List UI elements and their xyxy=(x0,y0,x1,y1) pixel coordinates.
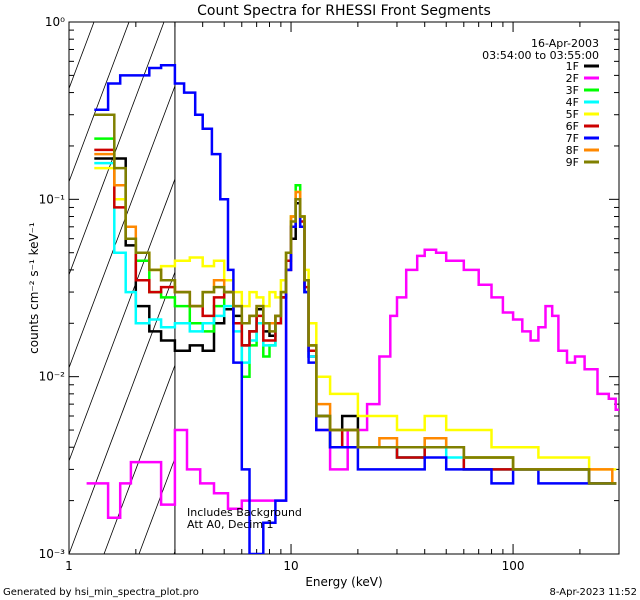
axis-ticks: 1 10 100 10⁻³ 10⁻² 10⁻¹ 10⁰ xyxy=(39,15,620,573)
hatch-line xyxy=(244,22,444,554)
hatch-line xyxy=(314,22,514,554)
legend-label-4F: 4F xyxy=(566,96,579,109)
x-tick-label: 10 xyxy=(283,559,298,573)
y-tick-label: 10⁻² xyxy=(39,370,66,384)
footer-generator: Generated by hsi_min_spectra_plot.pro xyxy=(3,587,199,598)
series-layer xyxy=(86,64,619,554)
hatch-line xyxy=(69,84,175,369)
series-4F xyxy=(94,161,617,485)
hatch-line xyxy=(629,22,640,554)
legend-label-7F: 7F xyxy=(566,132,579,145)
series-6F xyxy=(94,148,617,485)
date-label: 16-Apr-2003 xyxy=(531,37,599,50)
legend-label-5F: 5F xyxy=(566,108,579,121)
series-2F xyxy=(86,198,619,520)
legend-label-3F: 3F xyxy=(566,84,579,97)
series-8F xyxy=(94,152,617,485)
y-tick-label: 10⁰ xyxy=(45,15,65,29)
series-1F xyxy=(94,157,617,485)
hatch-line xyxy=(524,22,640,554)
hatch-line xyxy=(0,22,24,554)
hatch-line xyxy=(173,550,175,554)
y-axis-label: counts cm⁻² s⁻¹ keV⁻¹ xyxy=(27,222,41,354)
legend-label-2F: 2F xyxy=(566,72,579,85)
background-annotation: Includes Background xyxy=(187,506,302,519)
hatch-line xyxy=(349,22,549,554)
footer-timestamp: 8-Apr-2023 11:52 xyxy=(549,587,637,598)
y-tick-label: 10⁻¹ xyxy=(39,192,66,206)
time-range-label: 03:54:00 to 03:55:00 xyxy=(482,49,599,62)
hatch-line xyxy=(138,457,175,554)
hatch-line xyxy=(69,22,130,183)
legend-label-9F: 9F xyxy=(566,156,579,169)
hatch-line xyxy=(69,22,165,276)
series-3F xyxy=(94,137,617,485)
chart-title: Count Spectra for RHESSI Front Segments xyxy=(197,3,491,19)
hatch-line xyxy=(69,22,95,90)
hatch-line xyxy=(594,22,640,554)
x-tick-label: 100 xyxy=(502,559,525,573)
attenuator-annotation: Att A0, Decim 1 xyxy=(187,518,274,531)
series-5F xyxy=(94,166,617,471)
x-tick-label: 1 xyxy=(65,559,73,573)
x-axis-label: Energy (keV) xyxy=(305,575,382,589)
series-7F xyxy=(94,64,617,554)
hatch-line xyxy=(103,364,175,554)
attenuator-hatch xyxy=(0,22,640,554)
legend-label-6F: 6F xyxy=(566,120,579,133)
legend-label-8F: 8F xyxy=(566,144,579,157)
hatch-line xyxy=(489,22,640,554)
series-9F xyxy=(94,113,617,485)
plot-frame xyxy=(68,21,620,555)
hatch-line xyxy=(384,22,584,554)
hatch-line xyxy=(69,177,175,463)
y-tick-label: 10⁻³ xyxy=(39,547,66,561)
legend-label-1F: 1F xyxy=(566,60,579,73)
